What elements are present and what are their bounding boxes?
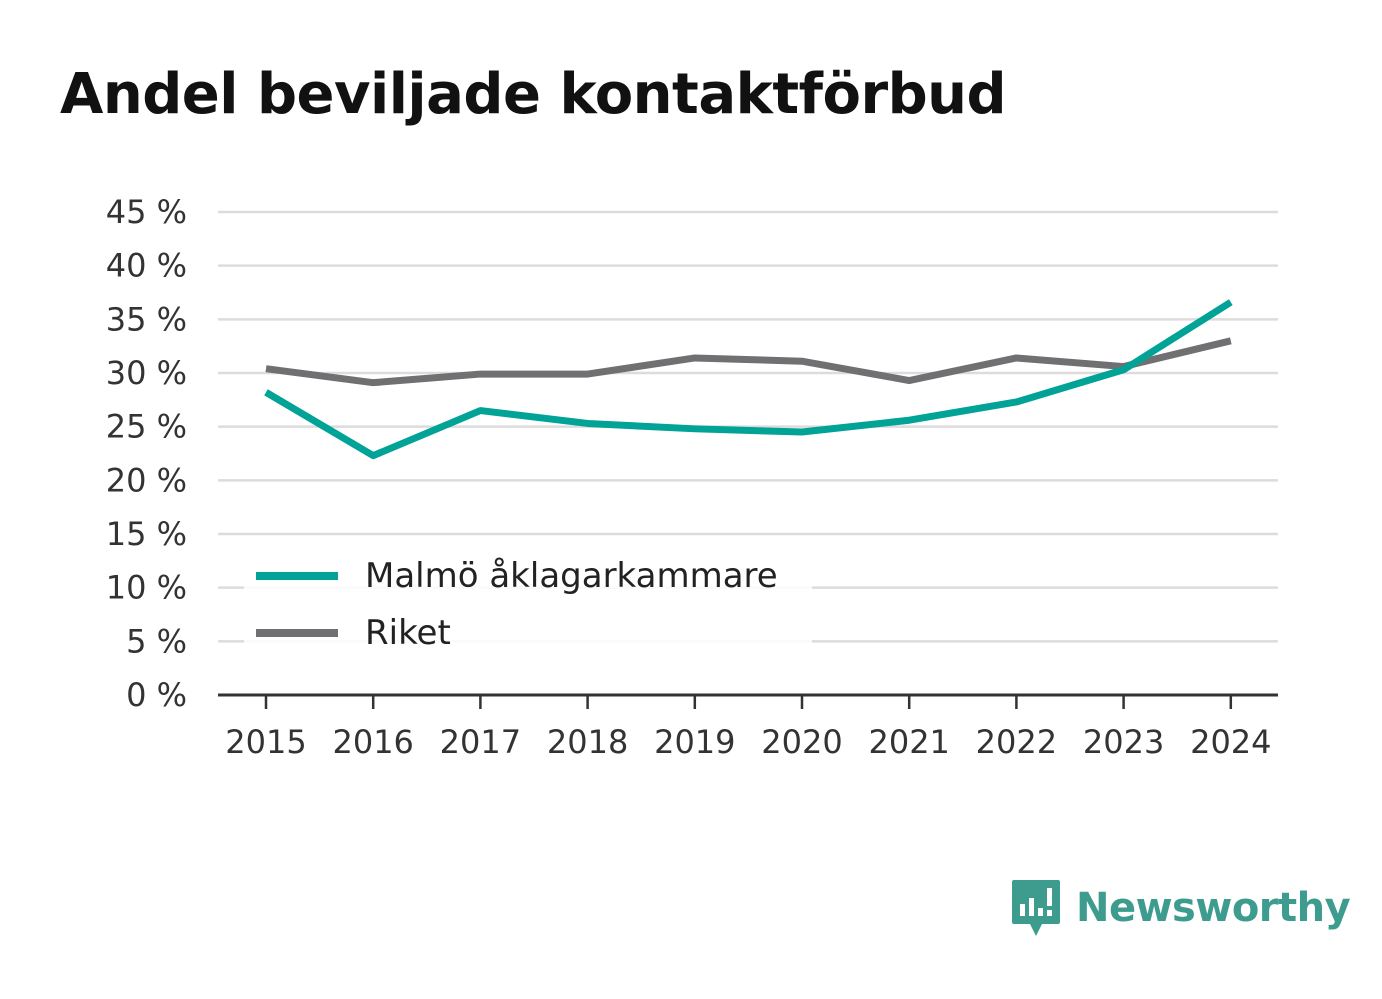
x-tick-label: 2017 bbox=[440, 723, 521, 761]
x-tick-label: 2016 bbox=[332, 723, 413, 761]
series-line-malmo bbox=[264, 299, 1233, 460]
y-tick-label: 45 % bbox=[106, 193, 187, 231]
y-tick-label: 0 % bbox=[126, 676, 187, 714]
x-tick-label: 2019 bbox=[654, 723, 735, 761]
brand-name: Newsworthy bbox=[1076, 885, 1351, 931]
x-tick-label: 2024 bbox=[1190, 723, 1271, 761]
y-tick-label: 20 % bbox=[106, 461, 187, 499]
y-tick-label: 5 % bbox=[126, 622, 187, 660]
chart-title: Andel beviljade kontaktförbud bbox=[60, 62, 1007, 127]
legend: Malmö åklagarkammare Riket bbox=[244, 548, 812, 660]
x-tick-label: 2018 bbox=[547, 723, 628, 761]
y-tick-label: 30 % bbox=[106, 354, 187, 392]
y-tick-label: 10 % bbox=[106, 569, 187, 607]
y-tick-label: 35 % bbox=[106, 300, 187, 338]
series-line-riket bbox=[265, 337, 1232, 387]
brand-logo: Newsworthy bbox=[1010, 878, 1351, 938]
x-axis: 2015 2016 2017 2018 2019 2020 2021 2022 2023 2024 bbox=[218, 693, 1278, 761]
legend-label: Riket bbox=[365, 613, 451, 653]
y-tick-label: 15 % bbox=[106, 515, 187, 553]
y-tick-label: 25 % bbox=[106, 408, 187, 446]
x-tick-label: 2015 bbox=[225, 723, 306, 761]
x-tick-label: 2021 bbox=[868, 723, 949, 761]
legend-background bbox=[244, 548, 812, 660]
y-tick-label: 40 % bbox=[106, 247, 187, 285]
series-lines bbox=[264, 299, 1233, 460]
x-tick-label: 2022 bbox=[976, 723, 1057, 761]
x-tick-label: 2023 bbox=[1083, 723, 1164, 761]
newsworthy-logo-icon bbox=[1012, 880, 1060, 936]
y-axis-ticks: 0 % 5 % 10 % 15 % 20 % 25 % 30 % 35 % 40 % 45 % bbox=[106, 193, 187, 714]
legend-label: Malmö åklagarkammare bbox=[365, 556, 778, 596]
x-tick-label: 2020 bbox=[761, 723, 842, 761]
